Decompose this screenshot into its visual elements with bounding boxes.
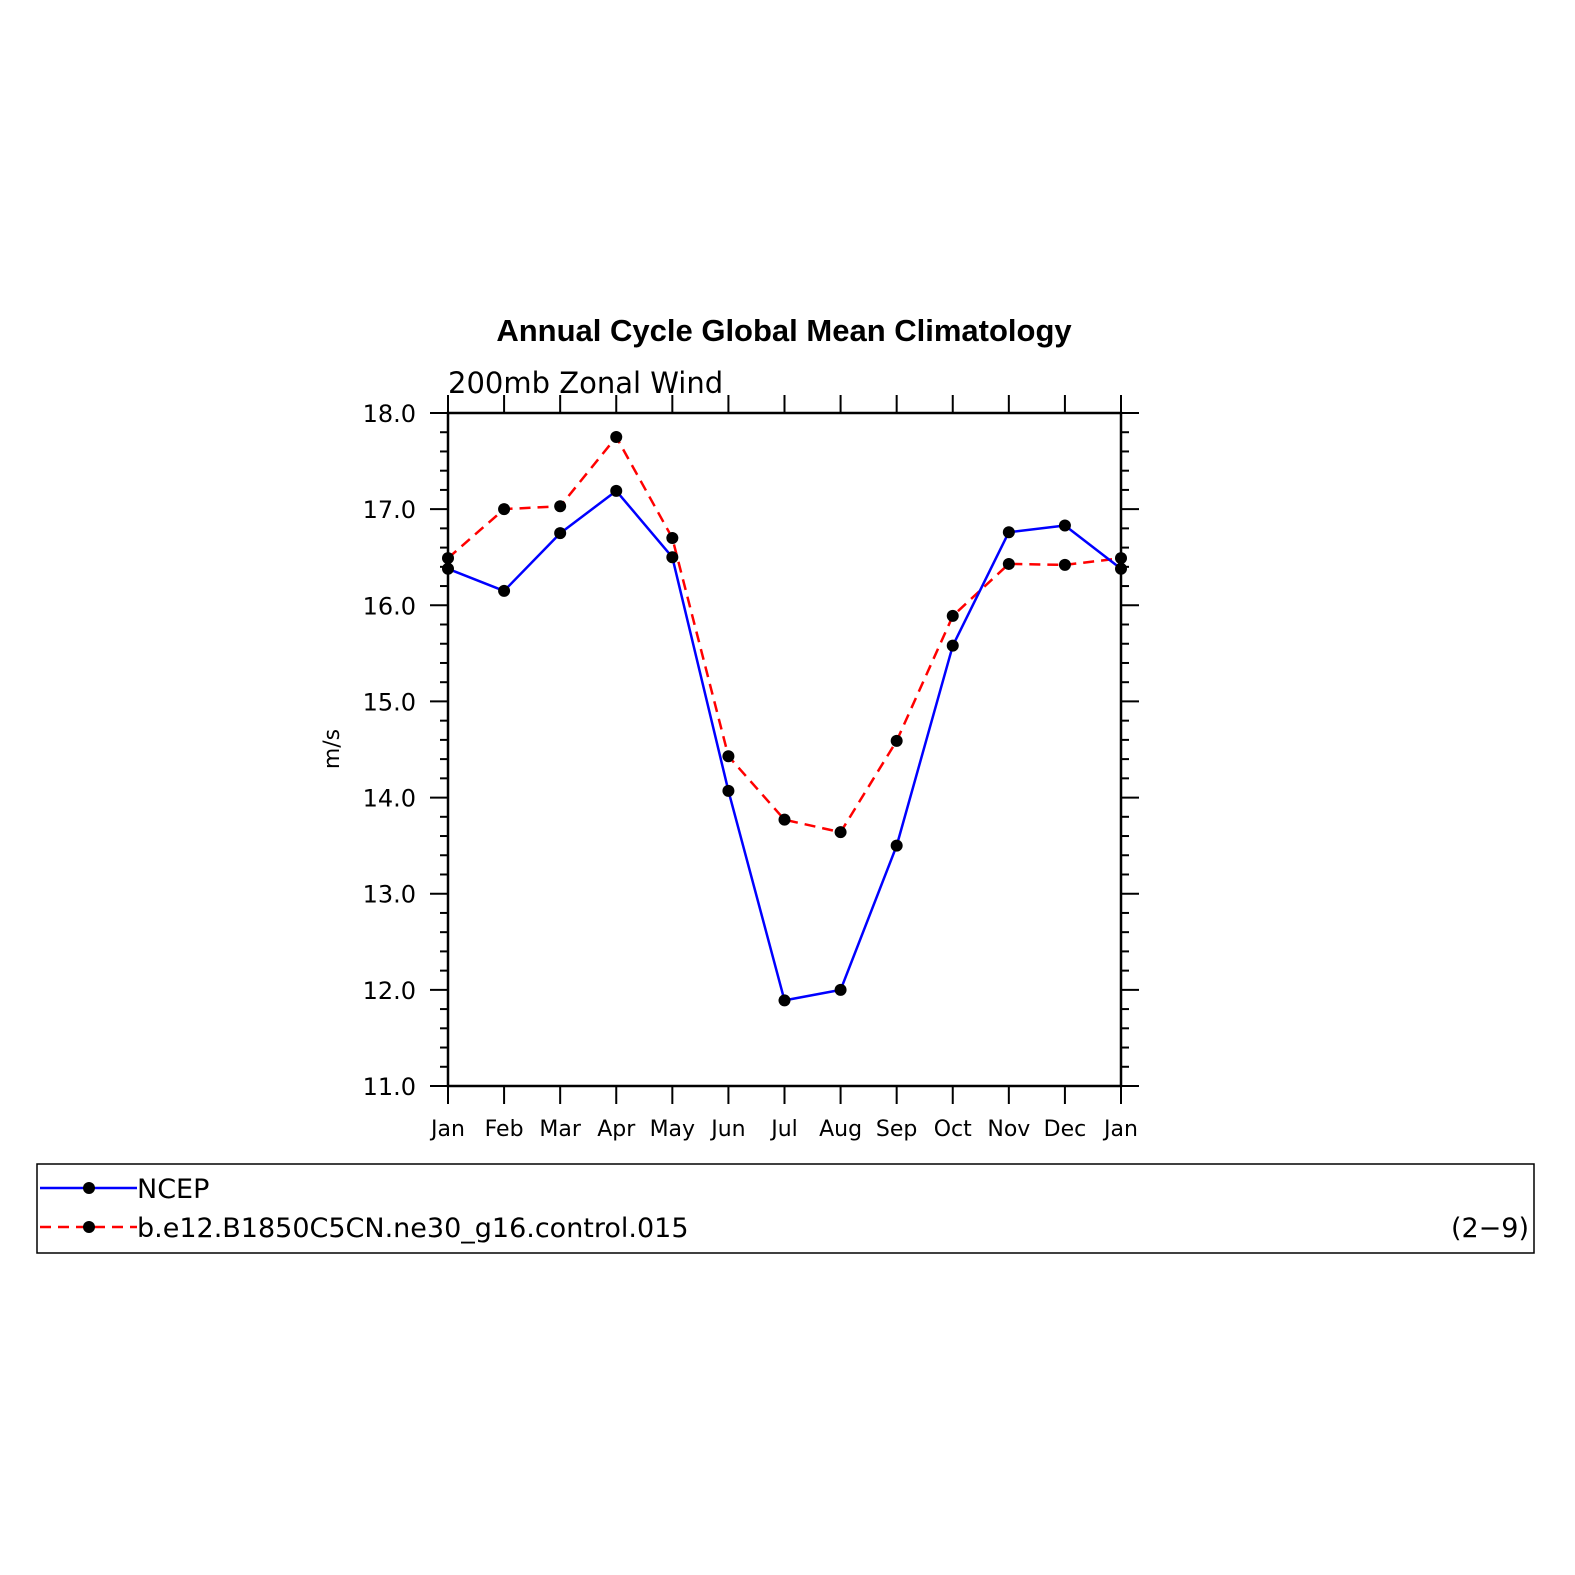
x-tick-label: Jul bbox=[769, 1117, 798, 1142]
series-line bbox=[447, 489, 1122, 1002]
data-point bbox=[946, 639, 959, 652]
y-tick-label: 12.0 bbox=[363, 977, 416, 1005]
x-tick-label: Dec bbox=[1044, 1117, 1087, 1142]
y-tick-label: 17.0 bbox=[363, 496, 416, 524]
x-tick-label: Jan bbox=[429, 1117, 465, 1142]
legend-label-ncep: NCEP bbox=[137, 1174, 209, 1205]
data-point bbox=[834, 983, 847, 996]
chart-title: Annual Cycle Global Mean Climatology bbox=[496, 313, 1072, 348]
x-tick-label: Nov bbox=[987, 1117, 1030, 1142]
x-tick-label: Jan bbox=[1102, 1117, 1138, 1142]
x-tick-label: May bbox=[650, 1117, 695, 1142]
data-point bbox=[1058, 519, 1071, 532]
x-axis: Jan Feb Mar Apr May Jun Jul Aug Sep Oct Nov Dec Jan bbox=[429, 395, 1138, 1142]
data-point bbox=[834, 826, 847, 839]
legend-item-model: b.e12.B1850C5CN.ne30_g16.control.015 bbox=[40, 1213, 689, 1244]
data-point bbox=[722, 750, 735, 763]
series-line bbox=[447, 435, 1122, 834]
y-axis-label: m/s bbox=[320, 729, 345, 769]
data-point bbox=[722, 784, 735, 797]
y-tick-label: 16.0 bbox=[363, 592, 416, 620]
y-axis: 11.0 12.0 13.0 14.0 15.0 16.0 17.0 18.0 bbox=[363, 400, 1139, 1101]
data-point bbox=[666, 551, 679, 564]
data-point bbox=[498, 503, 511, 516]
series-0 bbox=[442, 484, 1127, 1007]
chart-subtitle: 200mb Zonal Wind bbox=[448, 366, 723, 400]
y-tick-label: 14.0 bbox=[363, 785, 416, 813]
data-point bbox=[778, 994, 791, 1007]
data-point bbox=[610, 484, 623, 497]
data-point bbox=[1115, 552, 1127, 565]
y-tick-label: 11.0 bbox=[363, 1073, 416, 1101]
legend-box bbox=[36, 1163, 1535, 1254]
data-point bbox=[1058, 558, 1071, 571]
y-tick-label: 15.0 bbox=[363, 688, 416, 716]
data-point bbox=[1002, 526, 1015, 539]
legend-label-model: b.e12.B1850C5CN.ne30_g16.control.015 bbox=[137, 1213, 689, 1244]
data-point bbox=[498, 584, 511, 597]
data-point bbox=[946, 609, 959, 622]
data-point bbox=[1002, 557, 1015, 570]
legend: NCEP b.e12.B1850C5CN.ne30_g16.control.01… bbox=[36, 1163, 1535, 1254]
data-point bbox=[554, 500, 567, 513]
data-point bbox=[554, 527, 567, 540]
legend-tag: (2−9) bbox=[1451, 1213, 1529, 1244]
data-point bbox=[1115, 562, 1127, 575]
legend-marker-model bbox=[83, 1221, 95, 1233]
x-tick-label: Apr bbox=[597, 1117, 636, 1142]
plot-border bbox=[446, 411, 1123, 1088]
x-tick-label: Feb bbox=[485, 1117, 524, 1142]
data-point bbox=[666, 531, 679, 544]
x-tick-label: Jun bbox=[709, 1117, 745, 1142]
x-tick-label: Mar bbox=[539, 1117, 581, 1142]
y-tick-label: 18.0 bbox=[363, 400, 416, 428]
data-point bbox=[442, 562, 454, 575]
y-tick-label: 13.0 bbox=[363, 881, 416, 909]
data-point bbox=[442, 552, 454, 565]
legend-marker-ncep bbox=[83, 1182, 95, 1194]
plot-frame bbox=[446, 411, 1123, 1088]
data-point bbox=[890, 839, 903, 852]
data-point bbox=[890, 734, 903, 747]
data-point bbox=[778, 813, 791, 826]
x-tick-label: Oct bbox=[934, 1117, 972, 1142]
data-point bbox=[610, 431, 623, 444]
legend-item-ncep: NCEP bbox=[40, 1174, 209, 1205]
series-1 bbox=[442, 431, 1127, 839]
x-tick-label: Aug bbox=[819, 1117, 862, 1142]
x-tick-label: Sep bbox=[876, 1117, 917, 1142]
series-layer bbox=[442, 431, 1127, 1007]
